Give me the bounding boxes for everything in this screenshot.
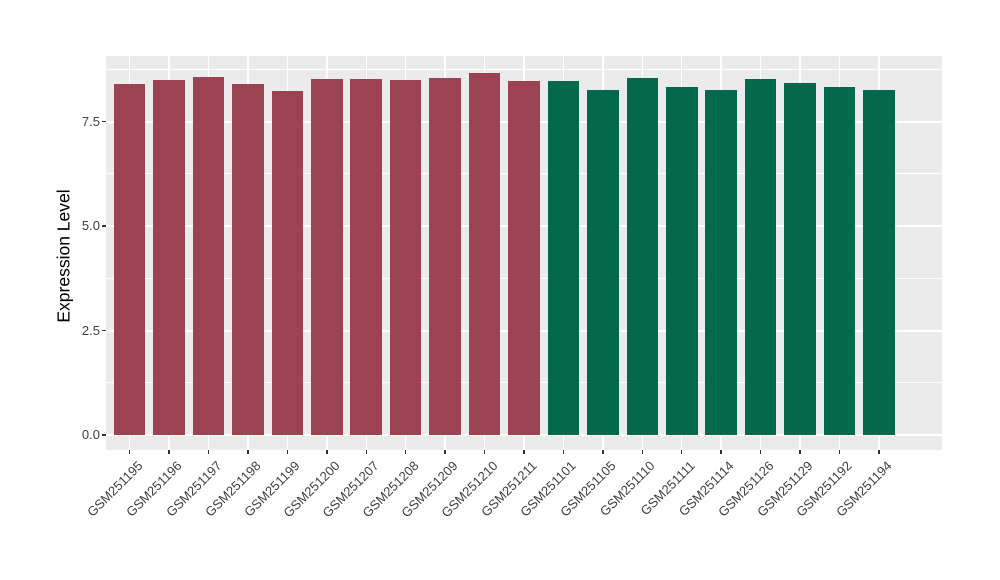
bar-GSM251210 bbox=[468, 72, 501, 435]
bar-GSM251192 bbox=[823, 87, 856, 435]
bar-GSM251195 bbox=[113, 83, 146, 435]
bar-GSM251110 bbox=[626, 77, 659, 435]
x-tick-mark bbox=[444, 450, 446, 454]
bar-GSM251209 bbox=[429, 77, 461, 435]
minor-gridline bbox=[106, 68, 942, 70]
y-axis-title: Expression Level bbox=[53, 189, 74, 323]
x-tick-mark bbox=[168, 450, 170, 454]
x-tick-mark bbox=[602, 450, 604, 454]
bar-GSM251198 bbox=[232, 84, 264, 435]
y-tick-label: 0.0 bbox=[81, 427, 100, 442]
bar-GSM251105 bbox=[587, 89, 619, 435]
x-tick-mark bbox=[365, 450, 367, 454]
bar-GSM251199 bbox=[271, 90, 304, 435]
x-tick-mark bbox=[326, 450, 328, 454]
bar-GSM251111 bbox=[665, 87, 698, 435]
bar-GSM251200 bbox=[311, 78, 343, 435]
x-tick-mark bbox=[641, 450, 644, 454]
x-tick-mark bbox=[404, 450, 407, 454]
plot-panel bbox=[106, 56, 942, 450]
bar-GSM251114 bbox=[705, 90, 737, 435]
bar-GSM251197 bbox=[192, 77, 225, 435]
y-tick-label: 5.0 bbox=[81, 218, 100, 234]
x-tick-mark bbox=[878, 450, 880, 454]
y-tick-mark bbox=[102, 225, 106, 227]
x-tick-mark bbox=[523, 450, 525, 454]
bar-GSM251126 bbox=[744, 78, 777, 435]
x-tick-mark bbox=[562, 450, 565, 454]
y-tick-mark bbox=[102, 434, 106, 436]
bar-GSM251194 bbox=[863, 90, 895, 435]
y-tick-mark bbox=[102, 329, 106, 332]
x-tick-mark bbox=[838, 450, 841, 454]
bar-GSM251129 bbox=[784, 83, 816, 435]
x-tick-mark bbox=[207, 450, 210, 454]
y-tick-label: 2.5 bbox=[81, 322, 100, 338]
bar-GSM251101 bbox=[547, 81, 580, 435]
x-tick-mark bbox=[680, 450, 683, 454]
x-tick-mark bbox=[720, 450, 722, 454]
bar-GSM251207 bbox=[350, 79, 383, 435]
major-gridline bbox=[106, 434, 942, 436]
y-tick-label: 7.5 bbox=[81, 113, 100, 129]
x-tick-mark bbox=[247, 450, 249, 454]
x-tick-mark bbox=[286, 450, 289, 454]
x-tick-mark bbox=[128, 450, 131, 454]
bar-GSM251208 bbox=[389, 79, 422, 435]
bar-GSM251196 bbox=[153, 79, 185, 435]
x-tick-mark bbox=[759, 450, 762, 454]
x-tick-mark bbox=[483, 450, 486, 454]
x-tick-mark bbox=[799, 450, 801, 454]
bar-GSM251211 bbox=[508, 81, 540, 435]
y-tick-mark bbox=[102, 120, 106, 123]
